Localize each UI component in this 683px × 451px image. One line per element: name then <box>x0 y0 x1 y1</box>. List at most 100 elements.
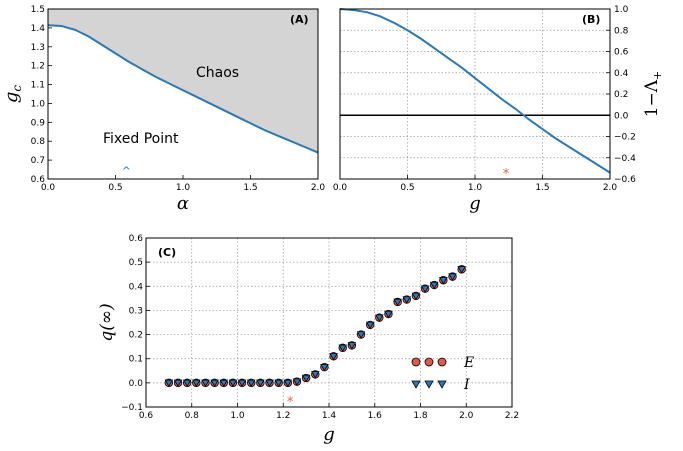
y-tick-label: 0.0 <box>129 379 144 389</box>
x-tick-label: 1.2 <box>276 411 290 421</box>
data-point-i <box>164 379 174 388</box>
panel-a-y-label-main: g <box>1 92 22 104</box>
critical-point-star-icon: * <box>503 167 510 182</box>
data-point-i <box>411 292 421 301</box>
y-tick-label: 0.2 <box>614 90 628 100</box>
data-point-i <box>201 379 210 388</box>
critical-gain-curve <box>47 24 319 154</box>
data-point-i <box>384 310 393 319</box>
x-tick-label: 0.0 <box>41 183 56 193</box>
data-point-i <box>347 342 357 350</box>
y-tick-label: −0.2 <box>614 133 636 143</box>
data-point-i <box>375 314 384 322</box>
data-point-i <box>338 344 348 353</box>
x-tick-label: 2.0 <box>459 411 474 421</box>
data-point-i <box>228 379 238 388</box>
lyapunov-curve <box>339 8 611 174</box>
legend-marker-i <box>437 380 447 389</box>
x-tick-label: 1.4 <box>322 411 337 421</box>
panel-a-label: (A) <box>290 13 309 26</box>
x-tick-label: 1.6 <box>368 411 383 421</box>
data-point-i <box>265 379 274 388</box>
fixed-point-label: Fixed Point <box>103 131 179 147</box>
legend-marker-e <box>411 357 421 367</box>
y-tick-label: 1.1 <box>31 81 45 91</box>
y-tick-label: 1.4 <box>31 24 46 34</box>
legend-marker-e <box>424 357 434 367</box>
y-tick-label: 1.2 <box>31 62 45 72</box>
data-point-i <box>246 379 256 388</box>
y-tick-label: 0.4 <box>614 69 629 79</box>
marker-caret-icon: ^ <box>122 165 131 178</box>
legend-label-e: E <box>463 355 474 371</box>
data-point-i <box>173 379 183 388</box>
panel-a-y-label-sub: c <box>10 85 24 92</box>
data-point-i <box>356 331 366 339</box>
data-point-i <box>448 273 457 281</box>
panel-c-x-label: g <box>323 424 335 445</box>
panel-b-label: (B) <box>582 13 600 26</box>
chart-panel-b: 0.0 0.5 1.0 1.5 2.0−0.6 −0.4 −0.2 0.0 0.2 0.4 0.6 0… <box>333 5 664 214</box>
legend-marker-e <box>437 357 447 367</box>
x-tick-label: 1.0 <box>468 183 483 193</box>
panel-c-points <box>164 265 466 388</box>
data-point-i <box>256 379 265 388</box>
x-tick-label: 2.0 <box>603 183 618 193</box>
data-point-i <box>237 379 247 388</box>
panel-c-y-label: q(∞) <box>97 303 117 341</box>
y-tick-label: 0.5 <box>129 258 143 268</box>
data-point-i <box>219 379 229 388</box>
data-point-i <box>274 379 283 388</box>
x-tick-label: 0.5 <box>400 183 414 193</box>
panel-b-y-label-main: 1−Λ <box>642 79 662 117</box>
panel-b-grid <box>340 9 610 179</box>
panel-c-label: (C) <box>158 246 176 259</box>
y-tick-label: 1.3 <box>31 43 45 53</box>
y-tick-label: 1.5 <box>31 5 45 15</box>
legend-label-i: I <box>463 377 470 393</box>
data-point-i <box>402 296 412 304</box>
panel-a-ticks: 0.0 0.5 1.0 1.5 2.0 0.6 0.7 0.8 0.9 1.0 1.1 1.2 1.3 1… <box>31 5 326 193</box>
legend-marker-i <box>411 380 421 389</box>
x-tick-label: 1.0 <box>230 411 245 421</box>
data-point-i <box>457 266 466 274</box>
panel-c-frame <box>145 237 513 408</box>
x-tick-label: 0.8 <box>185 411 200 421</box>
y-tick-label: 0.9 <box>31 118 46 128</box>
legend: EI <box>411 355 474 393</box>
panel-a-frame <box>47 8 319 180</box>
x-tick-label: 1.5 <box>535 183 549 193</box>
panel-a-x-label: α <box>177 193 189 214</box>
panel-b-x-label: g <box>469 193 481 214</box>
chart-panel-c: 0.6 0.8 1.0 1.2 1.4 1.6 1.8 2.0 2.2 −0.1 0.0 0.1 0.2… <box>97 234 519 445</box>
data-point-i <box>420 285 430 293</box>
y-tick-label: −0.6 <box>614 175 636 185</box>
x-tick-label: 1.8 <box>413 411 428 421</box>
data-point-i <box>283 379 293 388</box>
data-point-i <box>292 378 302 386</box>
panel-b-ticks: 0.0 0.5 1.0 1.5 2.0−0.6 −0.4 −0.2 0.0 0.2 0.4 0.6 0… <box>333 5 636 193</box>
panel-c-grid <box>146 238 512 407</box>
y-tick-label: 0.3 <box>129 306 143 316</box>
legend-marker-i <box>424 380 434 389</box>
data-point-i <box>182 379 192 388</box>
critical-point-star-icon: * <box>287 395 294 410</box>
y-tick-label: −0.1 <box>121 403 143 413</box>
y-tick-label: 0.7 <box>31 156 45 166</box>
y-tick-label: 0.8 <box>31 137 46 147</box>
x-tick-label: 2.0 <box>311 183 326 193</box>
y-tick-label: 0.6 <box>31 175 46 185</box>
panel-b-y-label: 1−Λ+ <box>642 71 664 118</box>
x-tick-label: 0.0 <box>333 183 348 193</box>
y-tick-label: 0.1 <box>129 355 143 365</box>
data-point-i <box>320 363 329 372</box>
chart-panel-a: 0.0 0.5 1.0 1.5 2.0 0.6 0.7 0.8 0.9 1.0 1.1 1.2 1.3 1… <box>1 5 325 214</box>
data-point-i <box>301 374 311 383</box>
y-tick-label: 0.2 <box>129 331 143 341</box>
y-tick-label: 1.0 <box>614 5 629 15</box>
x-tick-label: 1.5 <box>243 183 257 193</box>
data-point-i <box>393 298 402 307</box>
x-tick-label: 1.0 <box>176 183 191 193</box>
y-tick-label: 0.8 <box>614 26 629 36</box>
